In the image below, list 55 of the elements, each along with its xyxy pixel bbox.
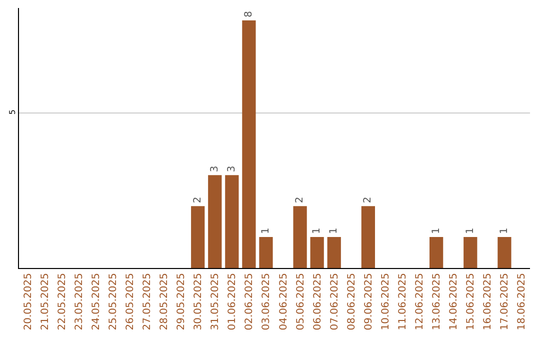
x-tick-label: 16.06.2025 <box>482 273 494 330</box>
x-tick-label: 04.06.2025 <box>278 273 290 330</box>
x-tick-label: 08.06.2025 <box>346 273 358 330</box>
x-tick-label: 13.06.2025 <box>432 273 443 330</box>
bar <box>208 175 222 268</box>
x-tick-label: 10.06.2025 <box>380 273 392 330</box>
x-tick-label: 21.05.2025 <box>40 273 51 330</box>
x-tick-label: 15.06.2025 <box>466 273 477 330</box>
x-tick-label: 17.06.2025 <box>500 273 511 330</box>
x-tick-label: 07.06.2025 <box>329 273 340 330</box>
bar <box>225 175 239 268</box>
data-label: 1 <box>430 228 442 234</box>
x-tick-label: 20.05.2025 <box>22 273 34 330</box>
data-label: 1 <box>464 228 476 234</box>
x-tick-label: 11.06.2025 <box>398 273 408 330</box>
x-tick-label: 12.06.2025 <box>414 273 426 330</box>
data-label: 1 <box>260 228 272 234</box>
bar <box>430 237 444 268</box>
x-tick-label: 28.05.2025 <box>159 273 170 330</box>
data-label: 1 <box>498 228 510 234</box>
bar <box>498 237 512 268</box>
bar <box>361 206 375 268</box>
bar <box>191 206 205 268</box>
x-tick-label: 03.06.2025 <box>261 273 272 330</box>
x-tick-label: 25.05.2025 <box>108 273 119 330</box>
x-tick-label: 30.05.2025 <box>193 273 204 330</box>
x-tick-label: 24.05.2025 <box>90 273 102 330</box>
x-tick-label: 01.06.2025 <box>227 273 238 330</box>
bar <box>293 206 307 268</box>
bar <box>464 237 478 268</box>
bar <box>259 237 273 268</box>
bar <box>242 20 256 268</box>
data-label: 1 <box>328 228 340 234</box>
data-label: 8 <box>243 11 254 18</box>
x-tick-label: 02.06.2025 <box>244 273 256 330</box>
y-tick-label: 5 <box>8 109 17 115</box>
data-label: 3 <box>209 166 220 172</box>
data-label: 1 <box>312 228 323 234</box>
data-label: 2 <box>362 196 374 204</box>
data-label: 2 <box>192 196 204 204</box>
bar <box>310 237 324 268</box>
x-tick-label: 31.05.2025 <box>210 273 222 330</box>
x-tick-label: 23.05.2025 <box>74 273 85 330</box>
x-tick-label: 18.06.2025 <box>516 273 528 330</box>
x-tick-label: 26.05.2025 <box>124 273 136 330</box>
x-tick-label: 22.05.2025 <box>56 273 68 330</box>
data-label: 3 <box>226 166 238 172</box>
bar <box>327 237 341 268</box>
x-tick-label: 29.05.2025 <box>176 273 188 330</box>
data-label: 2 <box>294 196 306 204</box>
x-tick-label: 27.05.2025 <box>142 273 153 330</box>
x-tick-label: 14.06.2025 <box>448 273 460 330</box>
x-tick-label: 09.06.2025 <box>363 273 374 330</box>
x-tick-label: 05.06.2025 <box>295 273 306 330</box>
x-tick-label: 06.06.2025 <box>312 273 324 330</box>
